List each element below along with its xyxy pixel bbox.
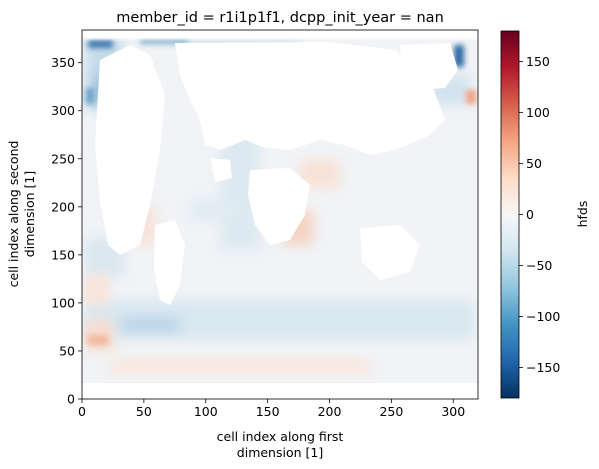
y-axis-label-line1: cell index along second <box>6 141 21 288</box>
x-tick-label: 50 <box>136 404 152 419</box>
y-tick-label: 250 <box>51 151 75 166</box>
land-south-america <box>154 220 185 305</box>
colorbar-tick-label: 100 <box>526 105 550 120</box>
plot-frame <box>81 29 479 400</box>
land-antarctica <box>82 383 478 399</box>
colorbar-tick-label: −50 <box>526 258 552 273</box>
colorbar <box>500 30 520 399</box>
colorbar-tick-label: 150 <box>526 54 550 69</box>
land-bay <box>210 158 232 182</box>
x-tick-label: 150 <box>256 404 280 419</box>
y-tick-label: 0 <box>67 392 75 407</box>
y-tick-label: 200 <box>51 199 75 214</box>
chart-title: member_id = r1i1p1f1, dcpp_init_year = n… <box>116 10 444 26</box>
x-axis: 0 50 100 150 200 250 300 <box>78 399 465 419</box>
y-tick-label: 300 <box>51 103 75 118</box>
y-tick-label: 50 <box>59 343 75 358</box>
land-africa <box>248 168 310 245</box>
x-axis-label-line2: dimension [1] <box>237 445 323 460</box>
colorbar-tick-label: −100 <box>526 309 560 324</box>
y-tick-label: 350 <box>51 55 75 70</box>
colorbar-tick-label: 50 <box>526 156 542 171</box>
land-americas <box>95 45 165 255</box>
y-tick-label: 150 <box>51 247 75 262</box>
x-axis-label-line1: cell index along first <box>217 429 344 444</box>
colorbar-tick-label: 0 <box>526 207 534 222</box>
x-tick-label: 0 <box>78 404 86 419</box>
land-mask <box>82 42 478 399</box>
x-tick-label: 300 <box>441 404 465 419</box>
land-australia <box>360 225 420 280</box>
heatmap-field <box>82 30 478 399</box>
y-tick-label: 100 <box>51 295 75 310</box>
y-axis: 0 50 100 150 200 250 300 350 <box>51 55 82 407</box>
colorbar-label: hfds <box>575 201 590 228</box>
land-north-east <box>400 43 458 90</box>
y-axis-label-line2: dimension [1] <box>22 171 37 257</box>
land-eurasia <box>175 42 445 155</box>
x-tick-label: 200 <box>318 404 342 419</box>
x-tick-label: 250 <box>379 404 403 419</box>
arctic-mask <box>82 30 478 39</box>
x-tick-label: 100 <box>194 404 218 419</box>
colorbar-tick-label: −150 <box>526 360 560 375</box>
colorbar-axis: −150 −100 −50 0 50 100 150 <box>519 54 560 375</box>
